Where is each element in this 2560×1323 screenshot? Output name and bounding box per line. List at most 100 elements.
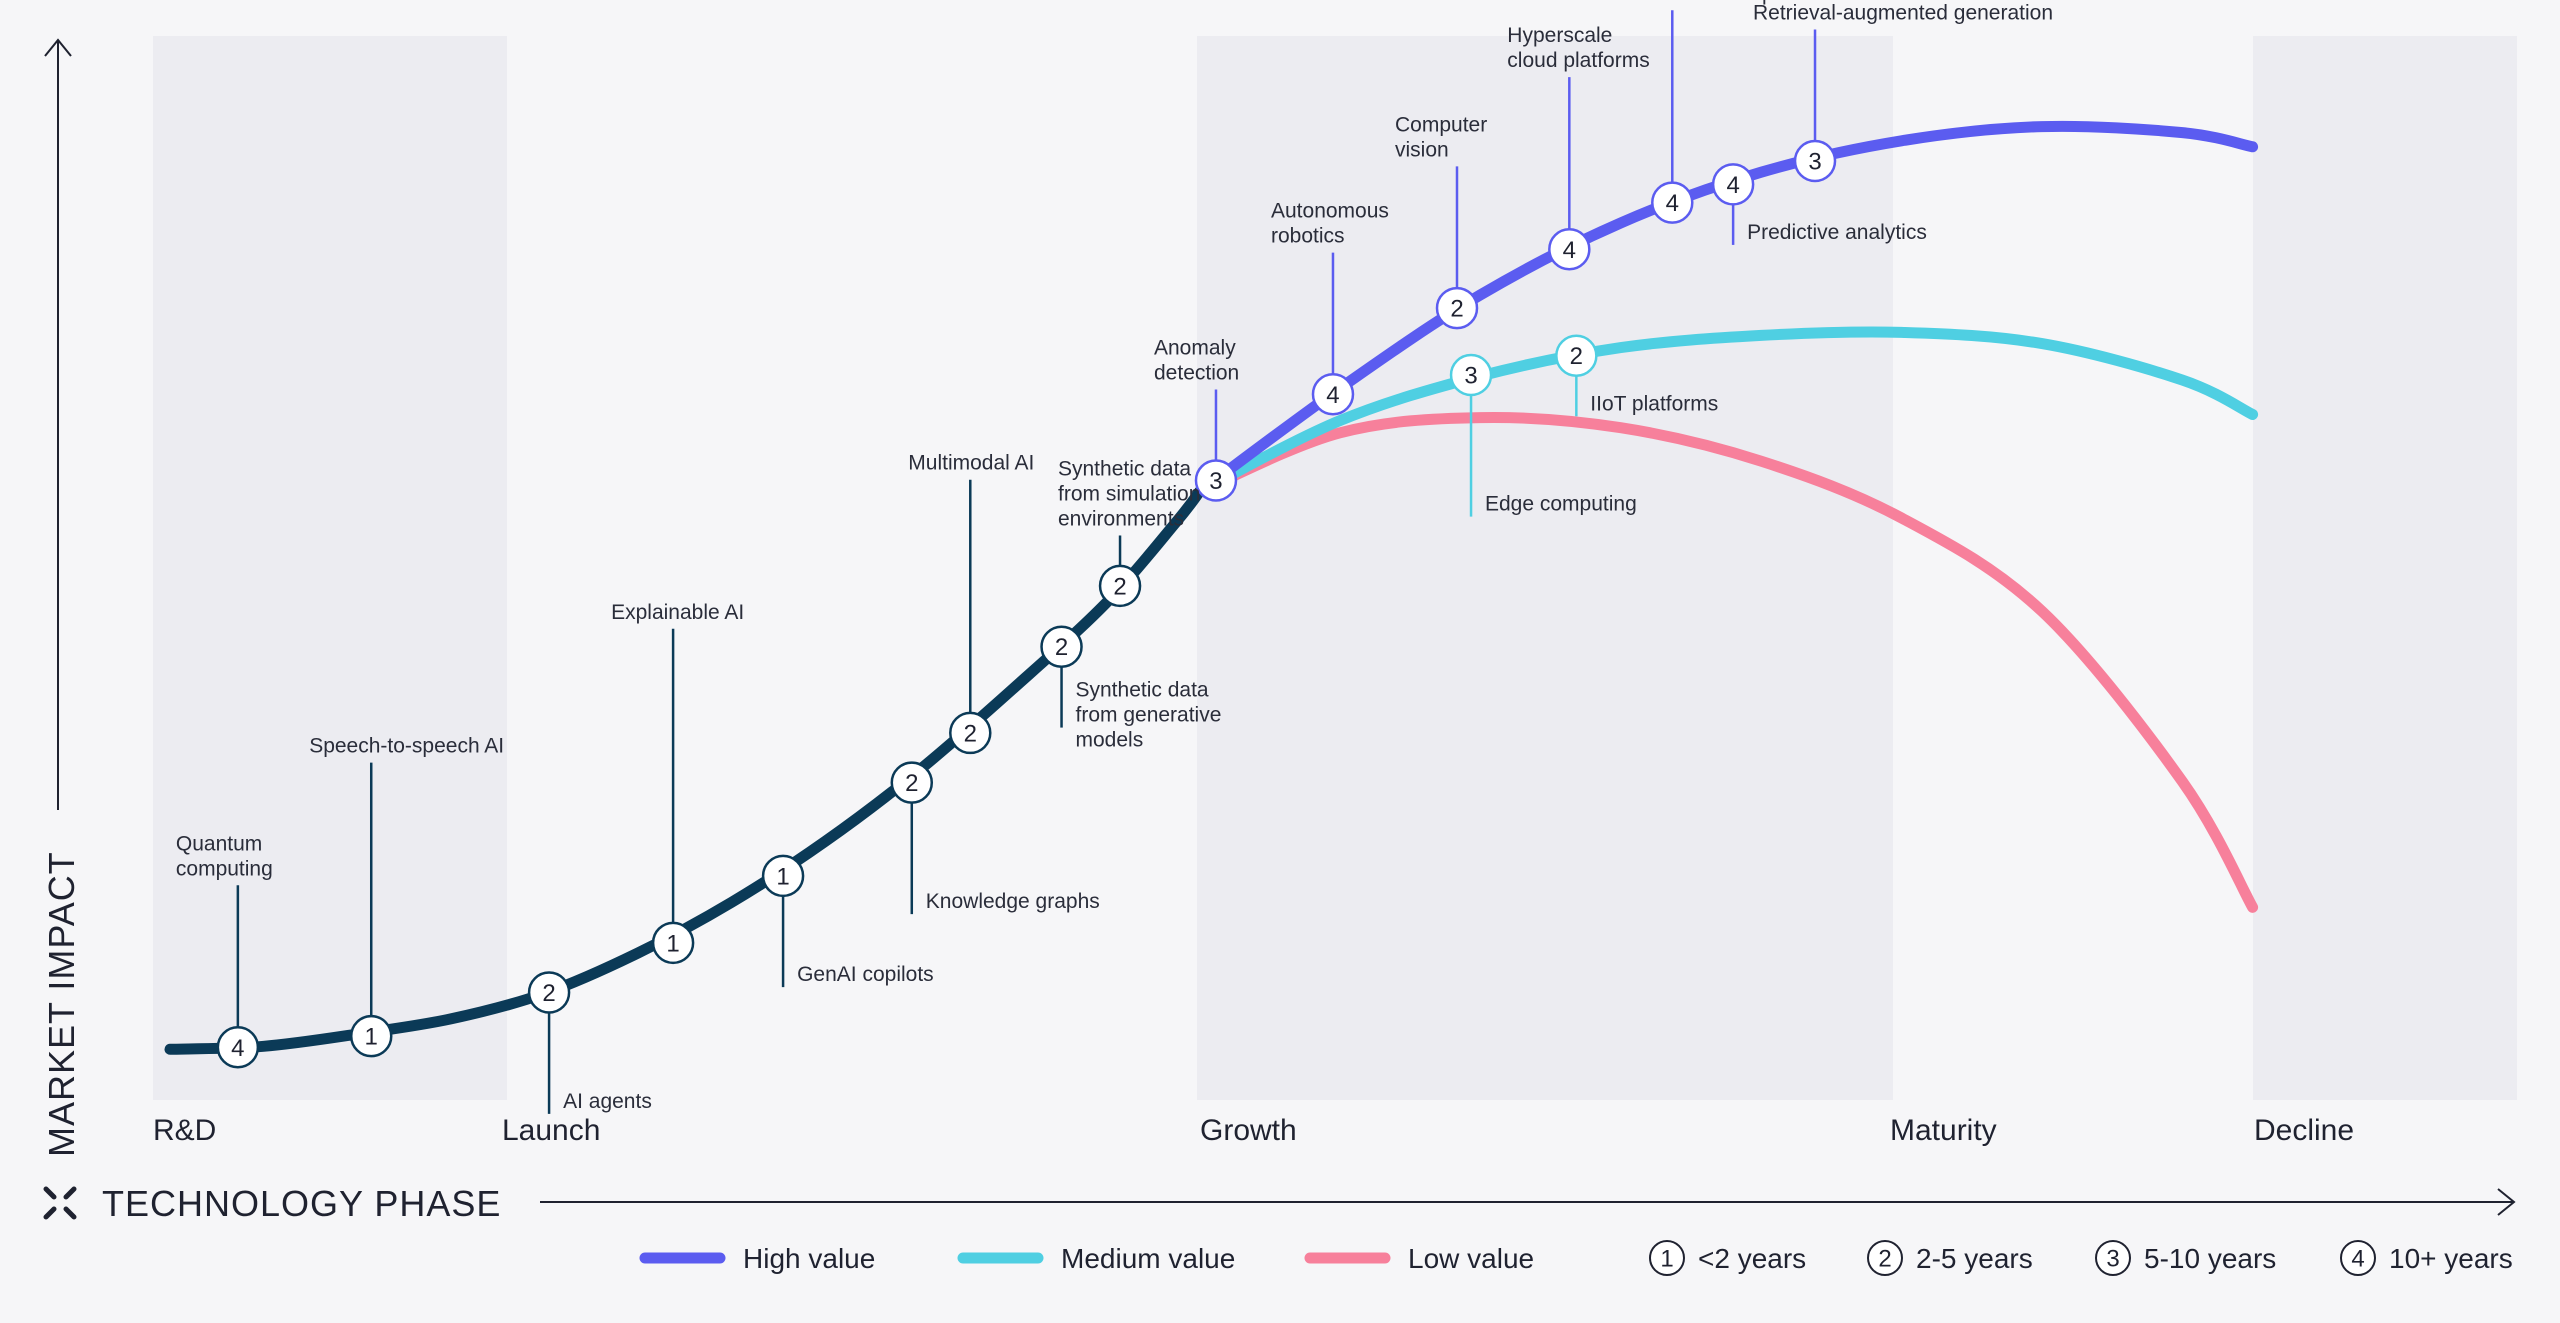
marker-speech-to-speech-ai xyxy=(349,1014,393,1058)
marker-multimodal-ai xyxy=(949,711,992,755)
tech-label-predictive-analytics: Predictive analytics xyxy=(1747,221,1927,244)
marker-computer-vision xyxy=(1435,286,1479,330)
legend-years-num-2: 2 xyxy=(1878,1246,1891,1273)
tech-label-autonomous-robotics: robotics xyxy=(1271,225,1345,248)
tech-label-explainable-ai: Explainable AI xyxy=(611,601,744,624)
marker-genai-copilots xyxy=(761,854,805,898)
phase-band-3 xyxy=(2253,36,2517,1100)
tech-label-computer-vision: Computer xyxy=(1395,113,1487,136)
marker-years-speech-to-speech-ai: 1 xyxy=(365,1024,378,1051)
marker-synthetic-data-from-simulation-environments xyxy=(1098,564,1142,608)
marker-years-edge-computing: 3 xyxy=(1464,362,1477,389)
tech-label-autonomous-robotics: Autonomous xyxy=(1271,200,1389,223)
marker-predictive-analytics xyxy=(1711,163,1755,206)
marker-hyperscale-cloud-platforms xyxy=(1548,228,1591,271)
legend: High value Medium value Low value 1 <2 years… xyxy=(639,1240,2513,1276)
legend-years-label-4: 10+ years xyxy=(2389,1243,2513,1274)
marker-years-hyperscale-cloud-platforms: 4 xyxy=(1563,237,1576,264)
phase-label-decline: Decline xyxy=(2254,1114,2354,1147)
marker-retrieval-augmented-generation xyxy=(1793,139,1837,183)
legend-label-medium-value: Medium value xyxy=(1061,1243,1235,1274)
marker-ai-agents xyxy=(527,971,571,1014)
series-line-low-value xyxy=(1194,411,2259,913)
tech-label-retrieval-augmented-generation: Retrieval-augmented generation xyxy=(1753,1,2053,24)
tech-label-synthetic-data-from-simulation-environments: Synthetic data xyxy=(1058,457,1191,480)
leader-lines xyxy=(236,10,1817,1114)
tech-label-synthetic-data-from-generative-models: Synthetic data xyxy=(1076,679,1209,702)
tech-label-synthetic-data-from-generative-models: models xyxy=(1076,729,1144,752)
marker-autonomous-robotics xyxy=(1311,373,1355,416)
marker-industrial-dataops xyxy=(1651,181,1694,224)
tech-label-industrial-dataops: Industrial DataOps xyxy=(1610,0,1784,5)
phase-label-growth: Growth xyxy=(1200,1114,1297,1147)
marker-explainable-ai xyxy=(651,921,695,965)
tech-label-anomaly-detection: detection xyxy=(1154,361,1239,384)
phase-band-2 xyxy=(1197,36,1893,1100)
legend-years-num-1: 1 xyxy=(1660,1246,1673,1273)
x-axis-title: TECHNOLOGY PHASE xyxy=(102,1183,501,1224)
marker-anomaly-detection xyxy=(1194,459,1238,502)
marker-years-retrieval-augmented-generation: 3 xyxy=(1808,149,1821,176)
tech-label-genai-copilots: GenAI copilots xyxy=(797,963,934,986)
tech-label-synthetic-data-from-simulation-environments: environments xyxy=(1058,507,1184,530)
marker-years-synthetic-data-from-generative-models: 2 xyxy=(1055,634,1068,661)
tech-label-computer-vision: vision xyxy=(1395,138,1449,161)
marker-edge-computing xyxy=(1449,353,1493,397)
marker-years-knowledge-graphs: 2 xyxy=(905,770,918,797)
legend-years-num-4: 4 xyxy=(2351,1246,2364,1273)
marker-years-industrial-dataops: 4 xyxy=(1666,190,1679,217)
marker-years-multimodal-ai: 2 xyxy=(964,720,977,747)
phase-label-r-d: R&D xyxy=(153,1114,216,1147)
phase-labels: R&D Launch Growth Maturity Decline xyxy=(153,1114,2354,1147)
tech-label-multimodal-ai: Multimodal AI xyxy=(908,452,1034,475)
tech-label-speech-to-speech-ai: Speech-to-speech AI xyxy=(309,735,504,758)
legend-years-num-3: 3 xyxy=(2106,1246,2119,1273)
marker-years-explainable-ai: 1 xyxy=(666,930,679,957)
marker-years-genai-copilots: 1 xyxy=(776,863,789,890)
marker-years-predictive-analytics: 4 xyxy=(1726,172,1739,199)
marker-years-quantum-computing: 4 xyxy=(231,1035,244,1062)
phase-label-maturity: Maturity xyxy=(1890,1114,1997,1147)
tech-label-knowledge-graphs: Knowledge graphs xyxy=(926,890,1100,913)
legend-years-marker-1 xyxy=(1649,1240,1685,1276)
tech-label-iiot-platforms: IIoT platforms xyxy=(1590,392,1718,415)
tech-label-ai-agents: AI agents xyxy=(563,1090,652,1113)
legend-years-marker-4 xyxy=(2340,1240,2376,1276)
series-line-medium-value xyxy=(1194,326,2259,498)
marker-years-synthetic-data-from-simulation-environments: 2 xyxy=(1113,573,1126,600)
legend-label-low-value: Low value xyxy=(1408,1243,1534,1274)
tech-label-anomaly-detection: Anomaly xyxy=(1154,336,1236,359)
marker-quantum-computing xyxy=(216,1026,260,1069)
phase-label-launch: Launch xyxy=(502,1114,600,1147)
legend-years-label-3: 5-10 years xyxy=(2144,1243,2276,1274)
phase-bands xyxy=(153,36,2517,1100)
tech-label-quantum-computing: Quantum xyxy=(176,832,262,855)
legend-years-marker-3 xyxy=(2095,1240,2131,1276)
marker-years-autonomous-robotics: 4 xyxy=(1326,382,1339,409)
legend-years-label-1: <2 years xyxy=(1698,1243,1806,1274)
legend-years-marker-2 xyxy=(1867,1240,1903,1276)
legend-years-label-2: 2-5 years xyxy=(1916,1243,2033,1274)
marker-years-computer-vision: 2 xyxy=(1450,296,1463,323)
tech-label-synthetic-data-from-generative-models: from generative xyxy=(1076,704,1222,727)
marker-knowledge-graphs xyxy=(890,761,934,804)
tech-label-edge-computing: Edge computing xyxy=(1485,493,1637,516)
x-logo-icon xyxy=(43,1186,77,1220)
marker-iiot-platforms xyxy=(1555,334,1598,377)
marker-years-anomaly-detection: 3 xyxy=(1209,468,1222,495)
technology-markers: 4 1 2 1 1 2 2 2 2 3 4 2 4 4 4 3 3 2 xyxy=(216,139,1837,1069)
tech-label-hyperscale-cloud-platforms: Hyperscale xyxy=(1507,24,1612,47)
tech-label-hyperscale-cloud-platforms: cloud platforms xyxy=(1507,49,1649,72)
x-axis: TECHNOLOGY PHASE xyxy=(43,1183,2516,1224)
marker-years-ai-agents: 2 xyxy=(542,980,555,1007)
phase-band-1 xyxy=(153,36,507,1100)
y-axis-title: MARKET IMPACT xyxy=(41,851,82,1157)
tech-label-quantum-computing: computing xyxy=(176,857,273,880)
marker-synthetic-data-from-generative-models xyxy=(1040,625,1083,668)
tech-label-synthetic-data-from-simulation-environments: from simulation xyxy=(1058,482,1200,505)
legend-label-high-value: High value xyxy=(743,1243,875,1274)
marker-years-iiot-platforms: 2 xyxy=(1570,343,1583,370)
y-axis: MARKET IMPACT xyxy=(41,38,82,1157)
